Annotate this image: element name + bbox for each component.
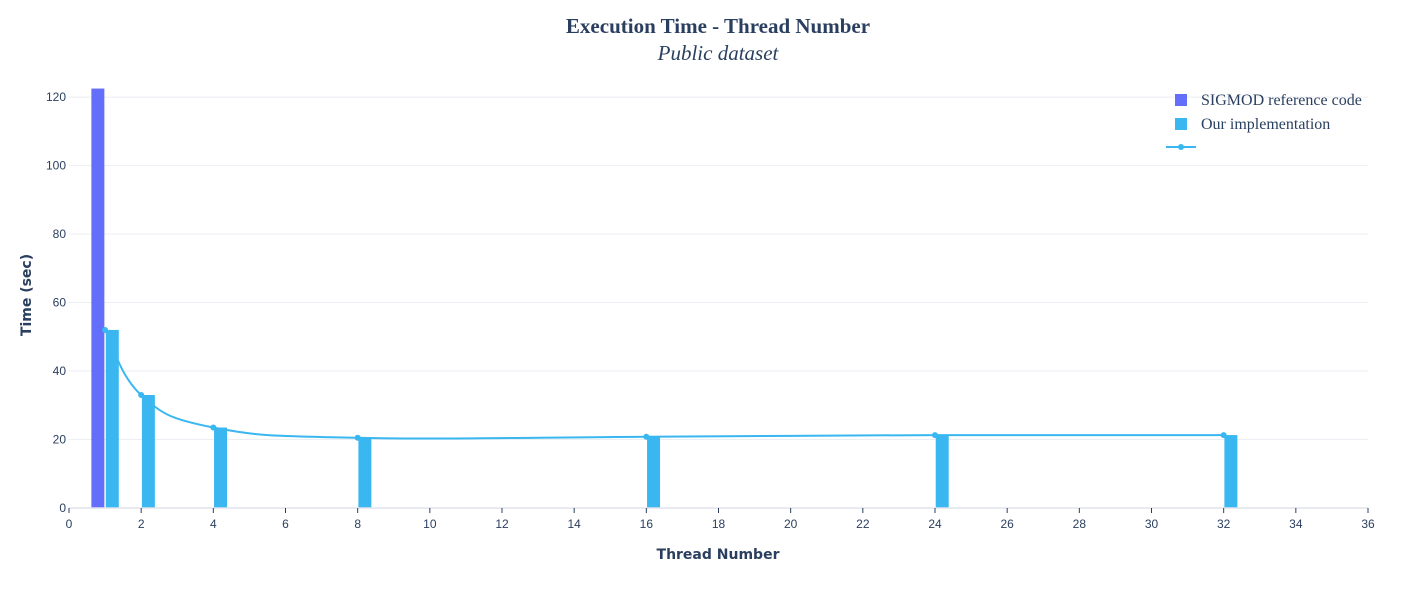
legend-label-sigmod: SIGMOD reference code — [1201, 92, 1362, 109]
line-path — [104, 329, 1224, 440]
x-tick-label: 30 — [1145, 517, 1159, 531]
y-axis-ticks: 0 20 40 60 80 100 120 — [46, 90, 66, 515]
bar — [647, 436, 661, 508]
line-point — [932, 432, 938, 439]
x-tick-label: 8 — [354, 517, 361, 531]
y-tick-label: 40 — [53, 364, 67, 378]
x-tick-label: 4 — [210, 517, 217, 531]
legend[interactable]: SIGMOD reference code Our implementation — [1166, 92, 1362, 150]
y-axis-title: Time (sec) — [19, 254, 35, 336]
x-tick-label: 24 — [928, 517, 942, 531]
bar — [935, 435, 949, 508]
y-tick-label: 100 — [46, 159, 66, 173]
bar — [141, 395, 155, 508]
legend-label-our-implementation: Our implementation — [1201, 116, 1330, 133]
y-tick-label: 80 — [53, 227, 67, 241]
legend-swatch-sigmod — [1175, 94, 1187, 106]
x-tick-label: 0 — [66, 517, 73, 531]
legend-item-sigmod[interactable]: SIGMOD reference code — [1175, 92, 1362, 109]
bar — [214, 427, 228, 508]
bar — [105, 329, 119, 508]
chart-subtitle: Public dataset — [657, 41, 780, 65]
legend-swatch-our-implementation — [1175, 118, 1187, 130]
x-tick-label: 12 — [495, 517, 509, 531]
x-tick-label: 32 — [1217, 517, 1231, 531]
bar — [358, 437, 372, 508]
x-tick-label: 16 — [640, 517, 654, 531]
bar — [1224, 435, 1238, 508]
line-point — [102, 326, 109, 333]
y-tick-label: 60 — [53, 296, 67, 310]
x-axis-ticks: 0 2 4 6 8 10 12 14 16 18 20 22 24 26 28 30 32 34 36 — [66, 508, 1375, 531]
y-tick-label: 0 — [59, 501, 66, 515]
legend-line-marker — [1178, 144, 1184, 150]
x-tick-label: 14 — [567, 517, 581, 531]
line-point — [138, 392, 145, 399]
x-tick-label: 28 — [1073, 517, 1087, 531]
chart-title: Execution Time - Thread Number — [566, 14, 870, 38]
x-tick-label: 26 — [1000, 517, 1014, 531]
y-tick-label: 20 — [53, 433, 67, 447]
x-tick-label: 34 — [1289, 517, 1303, 531]
x-tick-label: 6 — [282, 517, 289, 531]
gridlines — [69, 96, 1368, 441]
bar — [91, 88, 105, 508]
legend-item-our-implementation[interactable]: Our implementation — [1175, 116, 1330, 133]
x-tick-label: 2 — [138, 517, 145, 531]
line-series — [102, 326, 1227, 441]
x-tick-label: 36 — [1361, 517, 1375, 531]
line-point — [354, 434, 361, 441]
x-tick-label: 20 — [784, 517, 798, 531]
legend-item-line[interactable] — [1166, 144, 1196, 150]
line-point — [210, 424, 217, 431]
x-tick-label: 10 — [423, 517, 437, 531]
x-axis-title: Thread Number — [657, 547, 780, 563]
line-point — [643, 433, 650, 440]
x-tick-label: 22 — [856, 517, 870, 531]
x-tick-label: 18 — [712, 517, 726, 531]
bars — [91, 88, 1238, 508]
y-tick-label: 120 — [46, 90, 66, 104]
line-point — [1220, 432, 1227, 439]
